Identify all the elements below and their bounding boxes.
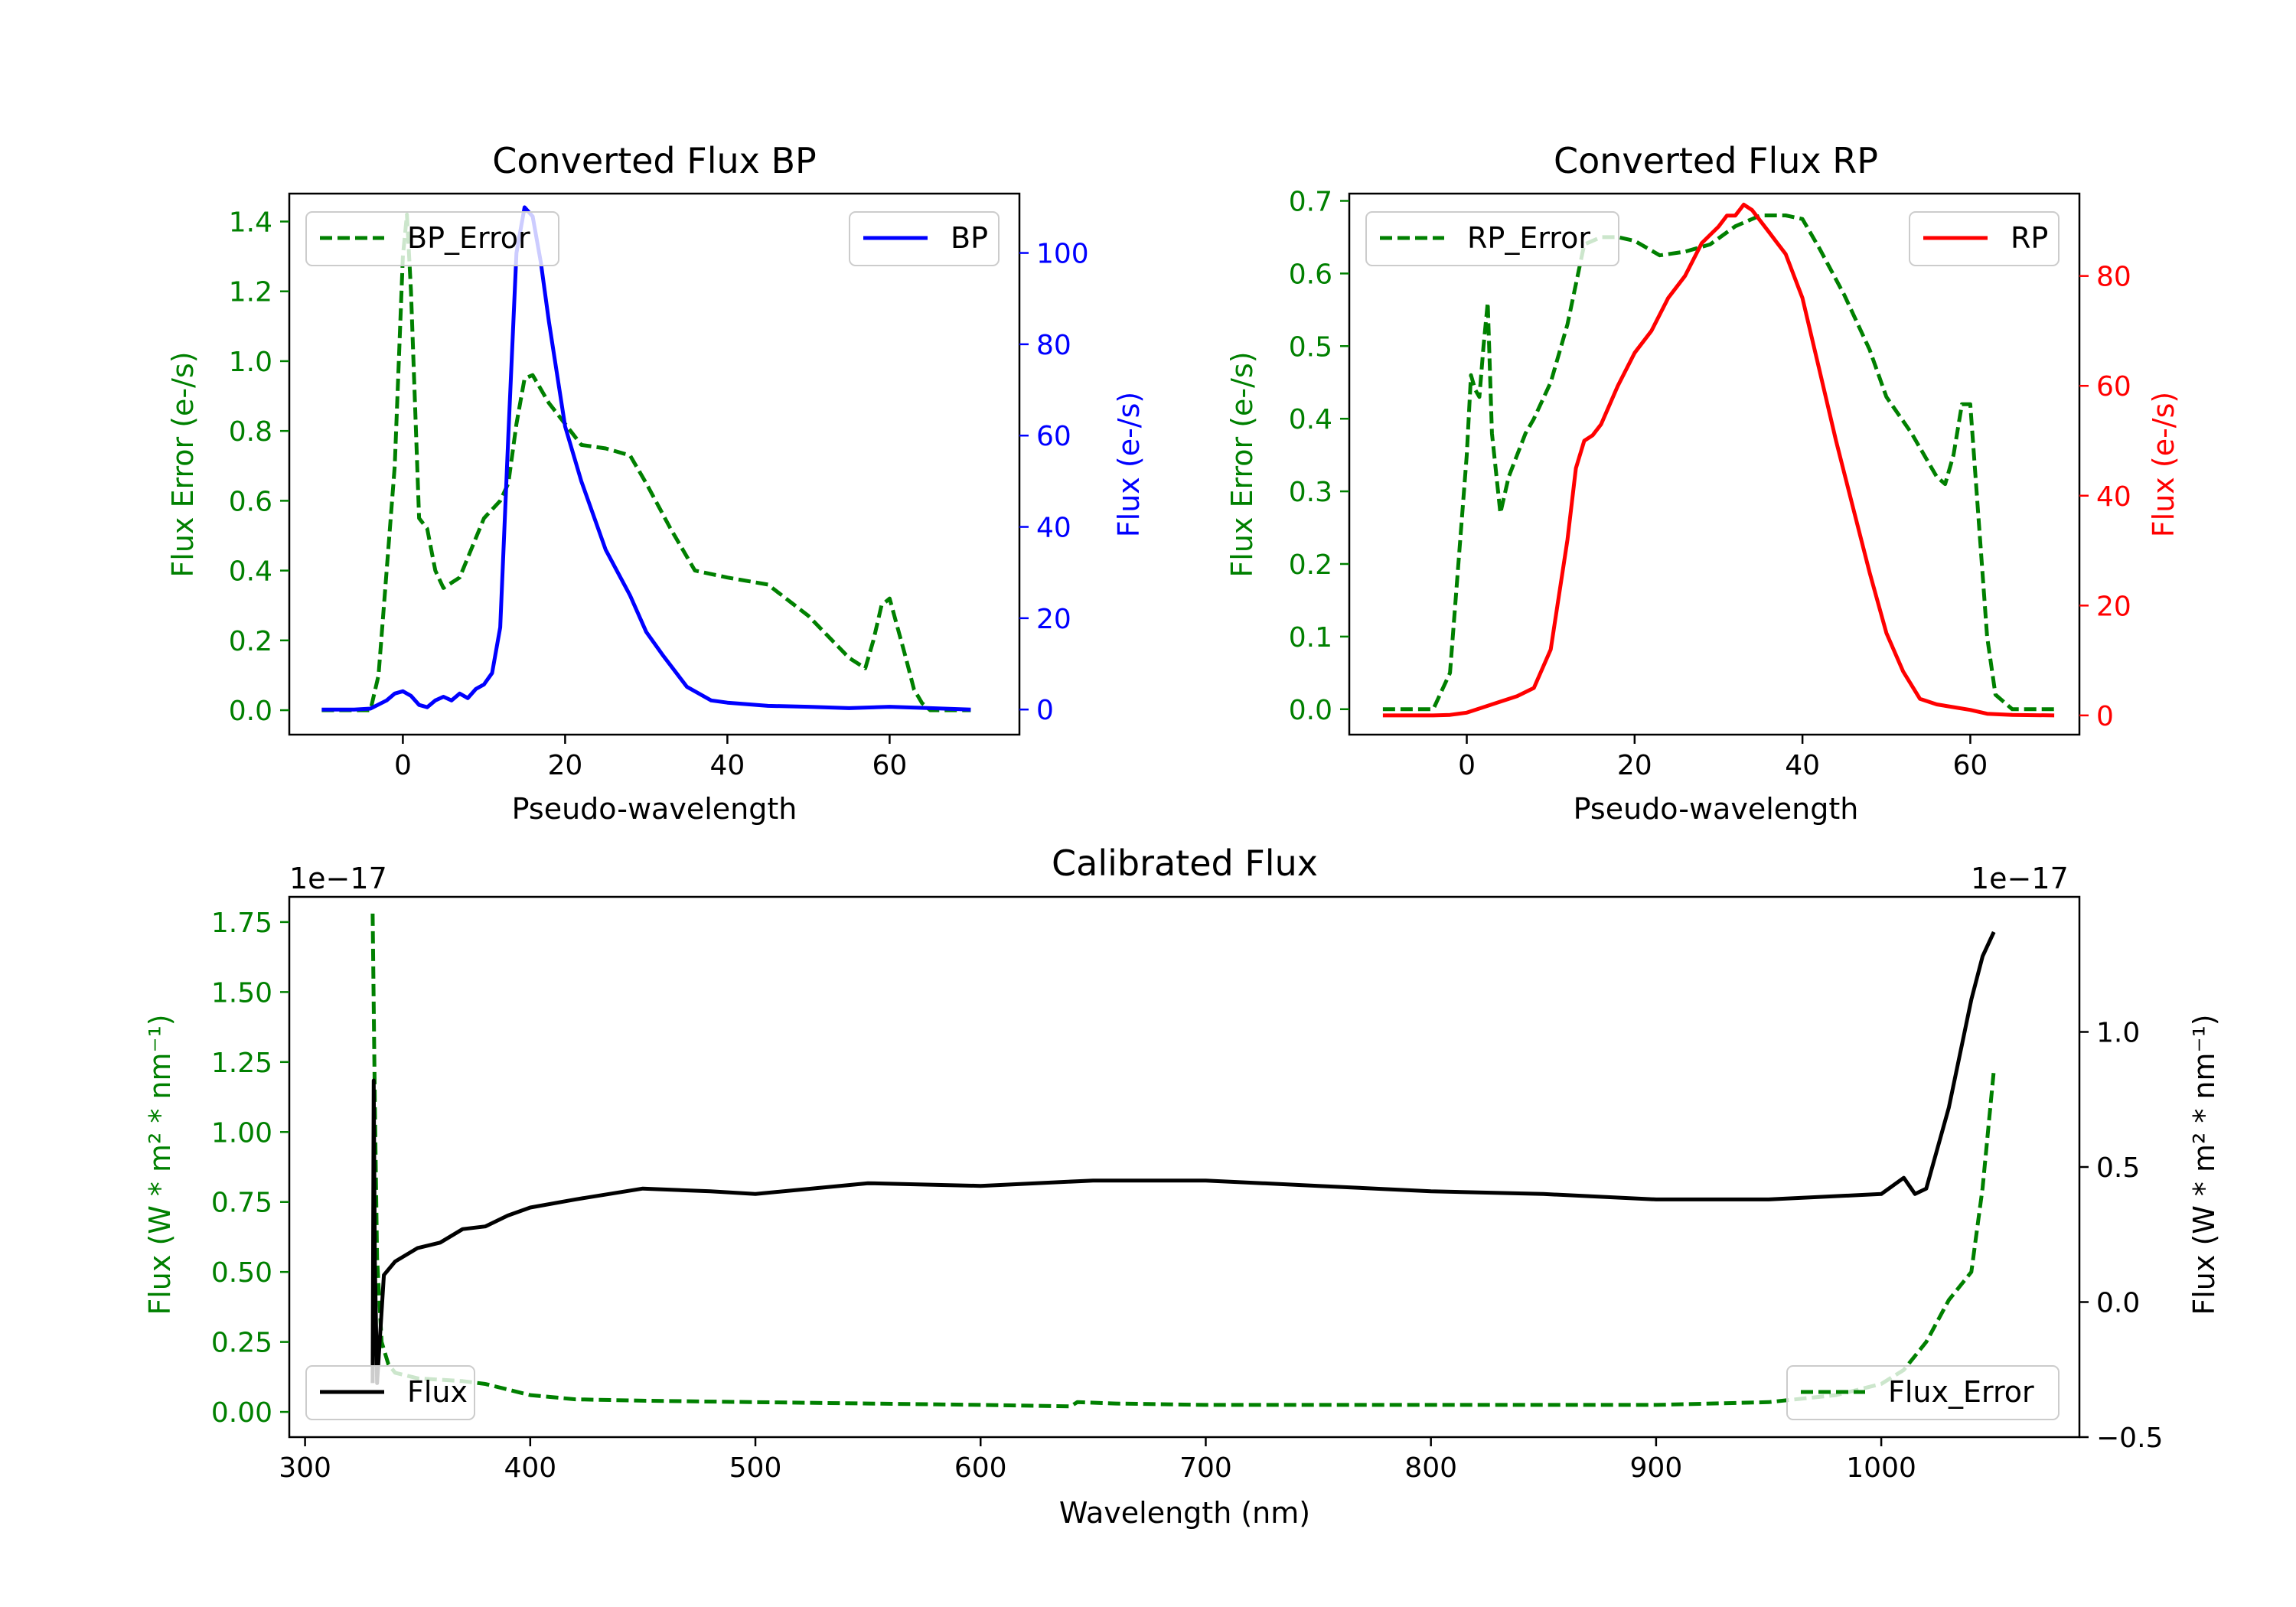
rp-ytick-right-label: 60 [2096,371,2131,403]
cal-legend-left: Flux [305,1365,475,1420]
cal-xtick-label: 900 [1630,1452,1683,1484]
cal-ylabel-right: Flux (W * m² * nm⁻¹) [2187,1014,2221,1315]
bp-legend-right: BP [849,211,1000,266]
cal-xtick-label: 700 [1179,1452,1232,1484]
cal-ytick-left-label: 1.00 [211,1117,272,1149]
rp-plot-area: 0 20 40 60 0.0 0.1 0.2 0.3 0.4 0.5 0.6 0.7 0 20 40 60 80 [1289,186,2131,781]
cal-legend-right-label: Flux_Error [1888,1375,2034,1409]
cal-ytick-right-label: 1.0 [2096,1018,2140,1049]
rp-legend-left-label: RP_Error [1467,221,1590,255]
cal-offset-left: 1e−17 [289,862,387,895]
rp-ylabel-right: Flux (e-/s) [2147,392,2180,537]
rp-series-rp-error [1382,214,2055,712]
panel-calibrated: Calibrated Flux 1e−17 1e−17 300 400 500 600… [143,843,2221,1530]
bp-ytick-left-label: 1.4 [229,207,272,238]
cal-ytick-left-label: 0.50 [211,1257,272,1289]
bp-ytick-right-label: 60 [1036,421,1071,452]
cal-title: Calibrated Flux [1052,843,1318,884]
rp-series-rp [1382,202,2055,718]
bp-ytick-left-label: 0.0 [229,696,272,727]
bp-xtick-label: 20 [547,750,582,781]
cal-xtick-label: 300 [279,1452,331,1484]
bp-ytick-left-label: 0.4 [229,556,272,588]
rp-ytick-left-label: 0.1 [1289,622,1332,654]
cal-ytick-left-label: 0.25 [211,1328,272,1359]
panel-rp: Converted Flux RP 0 20 40 60 0.0 0.1 0.2 0.3 0.4… [1225,140,2180,826]
bp-ytick-left-label: 0.2 [229,626,272,657]
bp-legend-left: BP_Error [305,211,559,266]
bp-ytick-right-label: 20 [1036,604,1071,635]
cal-series-flux [370,931,1996,1385]
bp-ytick-right-label: 40 [1036,513,1071,544]
bp-ylabel-right: Flux (e-/s) [1112,392,1146,537]
rp-xtick-label: 20 [1617,750,1652,781]
bp-ytick-right-label: 100 [1036,239,1089,270]
rp-ytick-right-label: 20 [2096,591,2131,622]
rp-ytick-left-label: 0.0 [1289,695,1332,726]
bp-legend-left-label: BP_Error [407,221,530,255]
rp-ytick-left-label: 0.2 [1289,549,1332,581]
cal-ytick-right-label: 0.0 [2096,1288,2140,1319]
bp-legend-right-label: BP [951,221,988,255]
rp-ytick-left-label: 0.3 [1289,477,1332,508]
cal-ytick-left-label: 1.75 [211,908,272,939]
bp-xtick-label: 0 [394,750,412,781]
rp-ytick-left-label: 0.5 [1289,331,1332,363]
cal-ylabel-left: Flux (W * m² * nm⁻¹) [143,1014,177,1315]
rp-xtick-label: 0 [1458,750,1476,781]
rp-title: Converted Flux RP [1554,140,1878,181]
bp-ytick-left-label: 0.6 [229,486,272,517]
rp-ytick-left-label: 0.7 [1289,186,1332,217]
rp-ylabel-left: Flux Error (e-/s) [1225,351,1259,577]
rp-ytick-right-label: 40 [2096,481,2131,513]
bp-title: Converted Flux BP [492,140,817,181]
bp-plot-area: 0 20 40 60 0.0 0.2 0.4 0.6 0.8 1.0 1.2 1.4 0 20 40 60 80… [229,192,1089,781]
cal-xtick-label: 400 [504,1452,556,1484]
cal-offset-right: 1e−17 [1971,862,2069,895]
cal-legend-left-label: Flux [407,1375,468,1409]
rp-legend-right: RP [1909,211,2060,266]
bp-ytick-left-label: 0.8 [229,416,272,448]
cal-legend-right-box [1786,1365,2060,1420]
cal-xlabel: Wavelength (nm) [1059,1496,1310,1530]
cal-xtick-label: 800 [1404,1452,1457,1484]
rp-ytick-right-label: 0 [2096,701,2114,732]
rp-legend-right-label: RP [2011,221,2048,255]
cal-ytick-left-label: 0.75 [211,1188,272,1219]
cal-xtick-label: 600 [954,1452,1007,1484]
bp-ytick-left-label: 1.0 [229,347,272,378]
bp-axes-frame [288,192,1021,736]
rp-legend-left-box [1365,211,1619,266]
rp-ytick-left-label: 0.6 [1289,259,1332,290]
cal-ytick-right-label: −0.5 [2096,1423,2163,1454]
rp-axes-frame [1348,192,2081,736]
cal-ytick-left-label: 1.50 [211,977,272,1009]
bp-legend-left-box [305,211,559,266]
bp-ytick-right-label: 80 [1036,330,1071,361]
panel-bp: Converted Flux BP 0 20 40 60 0.0 0.2 0.4 0.6 0.8… [166,140,1146,826]
cal-legend-left-box [305,1365,475,1420]
cal-xtick-label: 500 [729,1452,782,1484]
bp-xtick-label: 40 [709,750,745,781]
bp-ytick-right-label: 0 [1036,695,1054,726]
rp-xtick-label: 40 [1785,750,1820,781]
bp-ytick-left-label: 1.2 [229,277,272,308]
cal-ytick-left-label: 1.25 [211,1048,272,1079]
cal-legend-right: Flux_Error [1786,1365,2060,1420]
rp-legend-left: RP_Error [1365,211,1619,266]
rp-xlabel: Pseudo-wavelength [1574,792,1859,826]
cal-xtick-label: 1000 [1846,1452,1916,1484]
rp-ytick-right-label: 80 [2096,262,2131,293]
cal-ytick-left-label: 0.00 [211,1397,272,1429]
bp-xlabel: Pseudo-wavelength [512,792,797,826]
rp-xtick-label: 60 [1953,750,1988,781]
cal-ytick-right-label: 0.5 [2096,1152,2140,1184]
bp-ylabel-left: Flux Error (e-/s) [166,351,200,577]
rp-ytick-left-label: 0.4 [1289,404,1332,435]
bp-xtick-label: 60 [872,750,907,781]
